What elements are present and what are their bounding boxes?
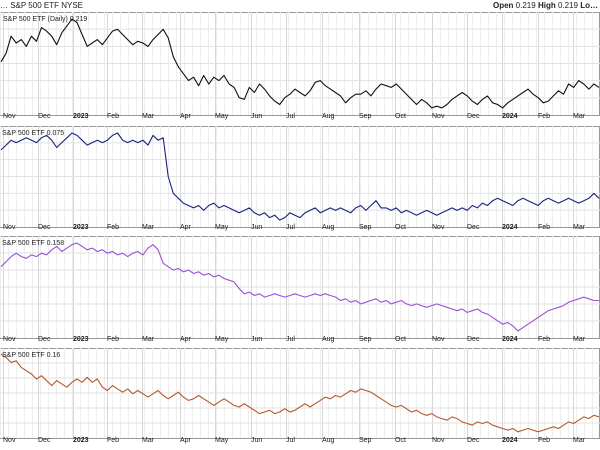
panel-label-4: S&P 500 ETF 0.16 bbox=[2, 352, 60, 359]
x-tick-label: Dec bbox=[38, 437, 51, 444]
x-tick-label: Feb bbox=[538, 336, 550, 343]
x-tick-label: Mar bbox=[142, 113, 155, 120]
x-tick-label: Dec bbox=[38, 336, 51, 343]
x-tick-label: Mar bbox=[142, 437, 155, 444]
x-tick-label: Apr bbox=[180, 437, 192, 444]
x-tick-label: Feb bbox=[538, 113, 550, 120]
chart-title: … S&P 500 ETF NYSE bbox=[0, 1, 83, 10]
x-tick-label: Nov bbox=[3, 224, 16, 231]
series-line-4 bbox=[0, 353, 600, 433]
x-tick-label: Feb bbox=[107, 224, 119, 231]
x-tick-label: Aug bbox=[322, 336, 335, 343]
x-tick-label: 2024 bbox=[502, 224, 518, 231]
panel-label-1: S&P 500 ETF (Daily) 0.219 bbox=[3, 16, 87, 23]
x-tick-label: Feb bbox=[538, 224, 550, 231]
x-tick-label: 2024 bbox=[502, 336, 518, 343]
series-line-2 bbox=[0, 132, 600, 221]
x-tick-label: Aug bbox=[322, 224, 335, 231]
x-tick-label: May bbox=[215, 224, 229, 231]
x-tick-label: 2023 bbox=[73, 437, 89, 444]
x-tick-label: Nov bbox=[3, 437, 16, 444]
high-label: High bbox=[537, 1, 556, 10]
x-tick-label: 2023 bbox=[73, 224, 89, 231]
x-tick-label: Mar bbox=[573, 224, 586, 231]
x-tick-label: May bbox=[215, 437, 229, 444]
x-tick-label: Jul bbox=[286, 224, 295, 231]
x-tick-label: Oct bbox=[395, 336, 406, 343]
x-tick-label: 2023 bbox=[73, 113, 89, 120]
panel-1: S&P 500 ETF (Daily) 0.219 Nov Dec 2023 Feb Ma… bbox=[0, 12, 600, 120]
panel-label-2: S&P 500 ETF 0.075 bbox=[2, 130, 64, 137]
price-readout: Open 0.219 High 0.219 Lo… bbox=[493, 0, 598, 11]
x-tick-label: Sep bbox=[359, 113, 372, 120]
x-tick-label: Dec bbox=[38, 113, 51, 120]
x-tick-label: Mar bbox=[142, 336, 155, 343]
x-tick-label: Jun bbox=[251, 437, 262, 444]
x-tick-label: Dec bbox=[38, 224, 51, 231]
x-tick-label: Dec bbox=[467, 336, 480, 343]
x-tick-label: 2023 bbox=[73, 336, 89, 343]
x-tick-label: Mar bbox=[573, 437, 586, 444]
x-tick-label: 2024 bbox=[502, 437, 518, 444]
x-tick-label: Dec bbox=[467, 437, 480, 444]
x-tick-label: Feb bbox=[107, 113, 119, 120]
x-tick-label: Nov bbox=[3, 113, 16, 120]
x-tick-label: Dec bbox=[467, 224, 480, 231]
x-tick-label: Feb bbox=[538, 437, 550, 444]
x-tick-label: May bbox=[215, 336, 229, 343]
x-tick-label: Jul bbox=[286, 113, 295, 120]
x-tick-label: Sep bbox=[359, 224, 372, 231]
panel-4: S&P 500 ETF 0.16 Nov Dec 2023 Feb Mar Apr May Ju… bbox=[0, 348, 600, 444]
x-tick-label: Oct bbox=[395, 113, 406, 120]
x-tick-label: Oct bbox=[395, 224, 406, 231]
x-tick-label: Aug bbox=[322, 437, 335, 444]
x-tick-label: Nov bbox=[432, 113, 445, 120]
x-tick-label: Nov bbox=[432, 336, 445, 343]
series-line-1 bbox=[0, 18, 600, 109]
x-tick-label: 2024 bbox=[502, 113, 518, 120]
x-tick-label: Apr bbox=[180, 224, 192, 231]
low-label: Lo… bbox=[580, 1, 598, 10]
x-tick-label: Feb bbox=[107, 437, 119, 444]
x-tick-label: Apr bbox=[180, 336, 192, 343]
x-tick-label: May bbox=[215, 113, 229, 120]
series-line-3 bbox=[0, 242, 599, 332]
x-tick-label: Nov bbox=[432, 437, 445, 444]
x-tick-label: Apr bbox=[180, 113, 192, 120]
x-tick-label: Jun bbox=[251, 224, 262, 231]
x-tick-label: Dec bbox=[467, 113, 480, 120]
panel-3: S&P 500 ETF 0.158 Nov Dec 2023 Feb Mar Apr May J… bbox=[0, 236, 600, 343]
x-tick-label: Nov bbox=[432, 224, 445, 231]
x-tick-label: Mar bbox=[573, 336, 586, 343]
x-tick-label: Feb bbox=[107, 336, 119, 343]
x-tick-label: Sep bbox=[359, 336, 372, 343]
open-value: 0.219 bbox=[515, 1, 536, 10]
x-tick-label: Mar bbox=[573, 113, 586, 120]
x-tick-label: Aug bbox=[322, 113, 335, 120]
open-label: Open bbox=[492, 1, 514, 10]
x-tick-label: Oct bbox=[395, 437, 406, 444]
x-tick-label: Sep bbox=[359, 437, 372, 444]
x-tick-label: Mar bbox=[142, 224, 155, 231]
x-tick-label: Jul bbox=[286, 336, 295, 343]
panel-2: S&P 500 ETF 0.075 Nov Dec 2023 Feb Mar Apr May J… bbox=[0, 126, 600, 231]
x-tick-label: Jul bbox=[286, 437, 295, 444]
high-value: 0.219 bbox=[557, 1, 578, 10]
x-tick-label: Jun bbox=[251, 336, 262, 343]
panel-label-3: S&P 500 ETF 0.158 bbox=[2, 240, 64, 247]
x-tick-label: Nov bbox=[3, 336, 16, 343]
x-tick-label: Jun bbox=[251, 113, 262, 120]
